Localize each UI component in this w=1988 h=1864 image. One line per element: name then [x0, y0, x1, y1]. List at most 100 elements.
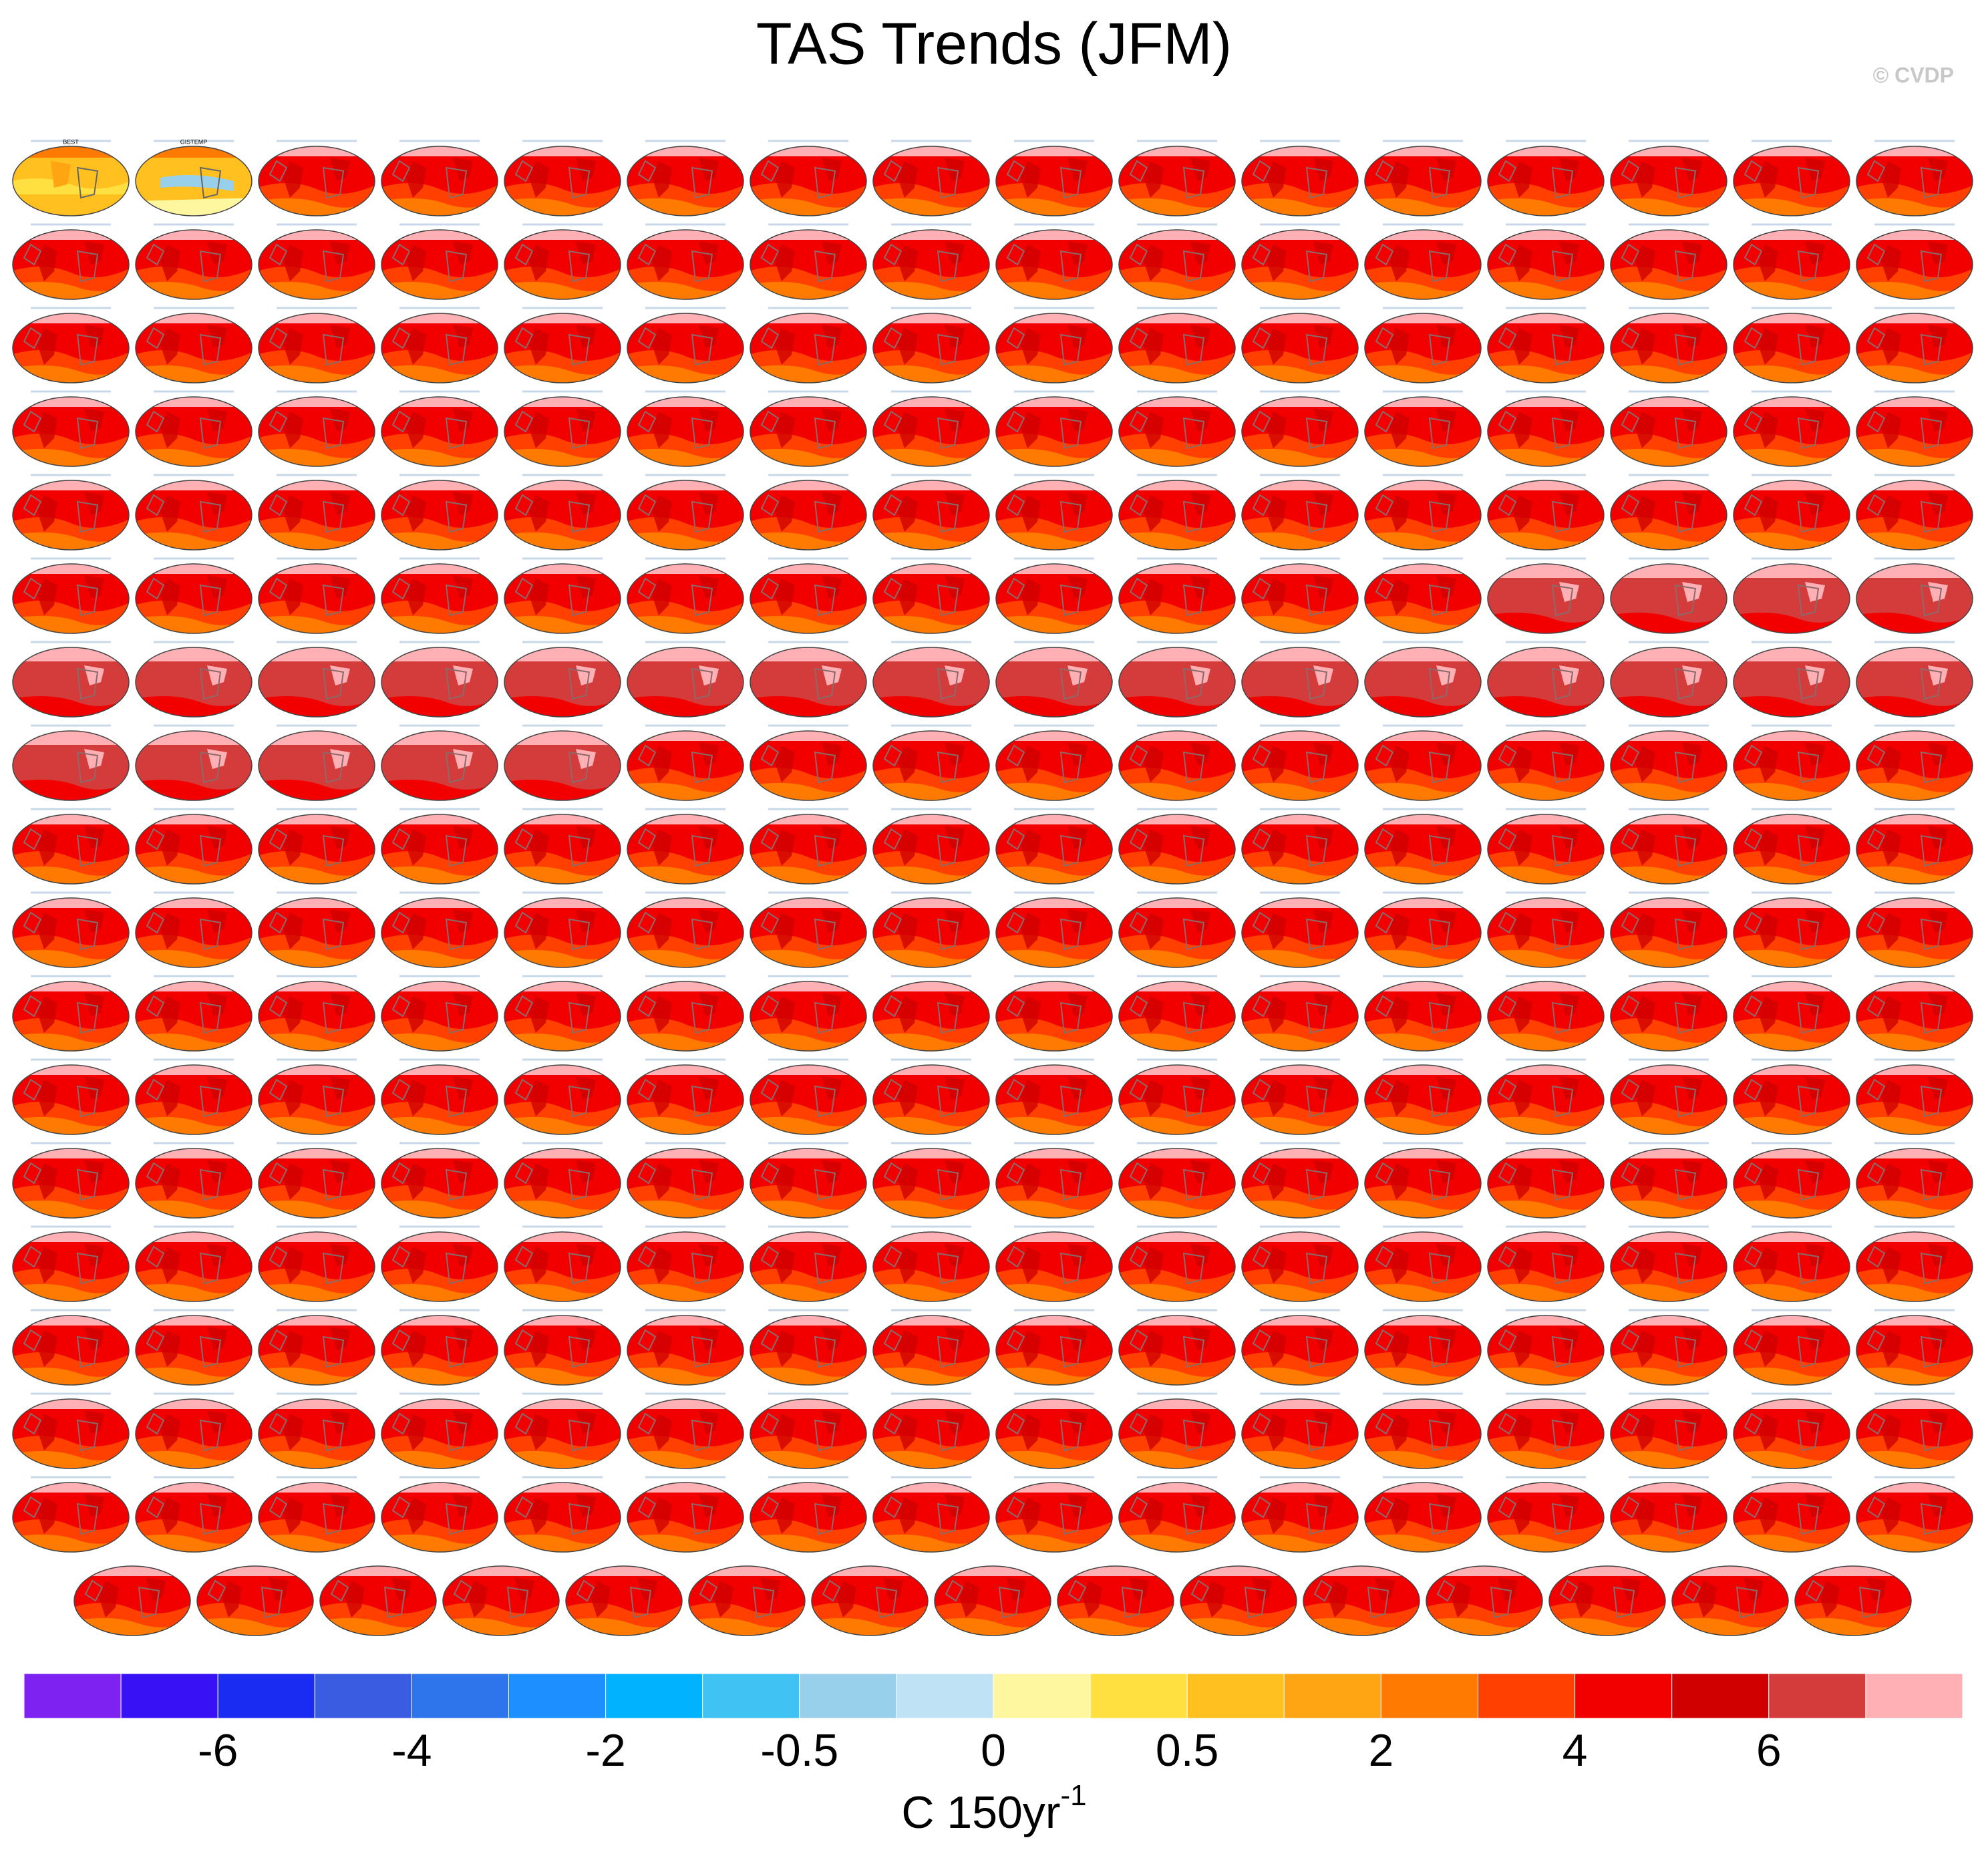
colorbar-box	[1671, 1673, 1770, 1719]
map-panel	[379, 144, 500, 218]
map-panel	[257, 1230, 377, 1303]
map-panel	[1609, 144, 1729, 218]
map-panel	[11, 395, 131, 468]
map-panel	[379, 395, 500, 468]
map-panel	[195, 1564, 315, 1638]
map-panel	[748, 311, 868, 385]
map-panel	[871, 729, 991, 802]
map-panel	[379, 812, 500, 886]
map-panel	[1363, 812, 1483, 886]
map-panel	[1609, 645, 1729, 719]
map-panel	[994, 311, 1114, 385]
map-panel	[687, 1564, 807, 1638]
map-panel	[502, 395, 623, 468]
map-panel	[1609, 1063, 1729, 1136]
map-panel	[379, 1397, 500, 1470]
map-panel	[502, 729, 623, 802]
map-panel	[1117, 1397, 1237, 1470]
map-panel	[564, 1564, 684, 1638]
map-panel	[1363, 1146, 1483, 1220]
map-panel	[625, 228, 746, 301]
map-panel	[134, 1481, 254, 1554]
map-panel	[134, 562, 254, 635]
map-panel	[502, 562, 623, 635]
colorbar-box	[23, 1673, 122, 1719]
colorbar-box	[799, 1673, 897, 1719]
map-panel	[502, 1230, 623, 1303]
map-panel	[1240, 311, 1360, 385]
map-panel	[1240, 1481, 1360, 1554]
map-panel	[1486, 1313, 1606, 1387]
map-panel	[748, 144, 868, 218]
map-panel	[748, 1230, 868, 1303]
map-panel	[1363, 1230, 1483, 1303]
map-panel	[1055, 1564, 1176, 1638]
colorbar-box	[314, 1673, 412, 1719]
map-panel	[1731, 1063, 1852, 1136]
map-panel	[11, 1063, 131, 1136]
map-panel	[1117, 729, 1237, 802]
map-panel	[1486, 395, 1606, 468]
map-panel	[11, 896, 131, 969]
map-panel	[1363, 1313, 1483, 1387]
map-panel	[994, 562, 1114, 635]
map-panel	[11, 729, 131, 802]
map-panel	[1486, 645, 1606, 719]
map-panel	[1854, 812, 1975, 886]
map-panel	[318, 1564, 438, 1638]
map-panel	[1240, 812, 1360, 886]
map-panel	[1609, 562, 1729, 635]
colorbar-tick-label: 0.5	[1156, 1725, 1219, 1776]
map-panel	[1117, 395, 1237, 468]
map-panel	[1731, 144, 1852, 218]
map-panel	[1178, 1564, 1299, 1638]
map-panel	[1486, 1397, 1606, 1470]
colorbar-box	[1575, 1673, 1673, 1719]
map-panel	[1240, 896, 1360, 969]
map-panel	[441, 1564, 561, 1638]
map-panel	[1854, 1481, 1975, 1554]
map-panel	[1731, 395, 1852, 468]
colorbar-box	[1768, 1673, 1866, 1719]
map-panel	[1240, 1063, 1360, 1136]
colorbar-tick-label: 6	[1756, 1725, 1782, 1776]
map-panel	[1731, 1230, 1852, 1303]
map-panel	[1609, 729, 1729, 802]
map-panel	[871, 395, 991, 468]
colorbar-box	[1186, 1673, 1285, 1719]
map-panel	[871, 1313, 991, 1387]
map-panel	[1240, 1397, 1360, 1470]
map-panel	[11, 1313, 131, 1387]
map-panel	[748, 1313, 868, 1387]
map-panel	[134, 979, 254, 1053]
map-panel	[1486, 1230, 1606, 1303]
map-panel	[134, 395, 254, 468]
map-panel	[11, 979, 131, 1053]
map-panel	[1609, 896, 1729, 969]
map-panel	[994, 1146, 1114, 1220]
map-panel	[11, 562, 131, 635]
map-panel	[502, 1146, 623, 1220]
map-panel	[1117, 562, 1237, 635]
map-panel	[1117, 1313, 1237, 1387]
map-panel	[871, 228, 991, 301]
map-panel	[1240, 228, 1360, 301]
map-panel	[1609, 311, 1729, 385]
panel-grid: BEST GISTEMP	[11, 138, 1975, 1638]
map-panel	[1117, 979, 1237, 1053]
map-panel	[1117, 1146, 1237, 1220]
map-panel	[625, 979, 746, 1053]
map-panel	[1363, 311, 1483, 385]
map-panel	[625, 311, 746, 385]
map-panel	[625, 1397, 746, 1470]
colorbar-box	[411, 1673, 510, 1719]
map-panel	[1486, 812, 1606, 886]
map-panel	[257, 144, 377, 218]
map-panel	[257, 896, 377, 969]
map-panel	[1301, 1564, 1422, 1638]
map-panel	[1363, 562, 1483, 635]
map-panel	[1117, 896, 1237, 969]
map-panel	[11, 144, 131, 218]
map-panel	[1609, 979, 1729, 1053]
map-panel	[257, 1313, 377, 1387]
